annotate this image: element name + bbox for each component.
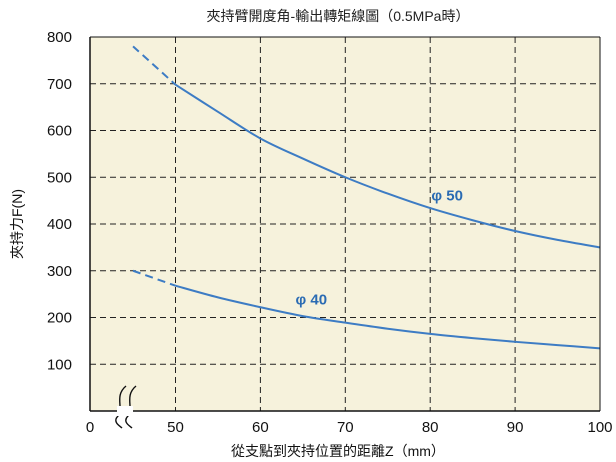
series-line-dashed xyxy=(132,45,177,86)
axis-layer xyxy=(89,36,601,429)
y-tick-label: 400 xyxy=(47,216,72,233)
x-tick-label: 0 xyxy=(86,419,94,436)
x-tick-label: 100 xyxy=(587,419,612,436)
series-label: φ 50 xyxy=(431,188,463,205)
x-tick-label: 70 xyxy=(337,419,354,436)
x-tick-label: 90 xyxy=(507,419,524,436)
y-tick-label: 100 xyxy=(47,356,72,373)
series-layer xyxy=(132,45,601,350)
chart-title: 夾持臂開度角-輸出轉矩線圖（0.5MPa時） xyxy=(207,8,470,24)
x-tick-label: 60 xyxy=(252,419,269,436)
x-axis-title: 從支點到夾持位置的距離Z（mm） xyxy=(231,443,445,459)
series-line xyxy=(175,284,601,350)
y-tick-label: 700 xyxy=(47,76,72,93)
x-tick-label: 50 xyxy=(167,419,184,436)
y-axis-title: 夾持力F(N) xyxy=(9,189,25,259)
series-label: φ 40 xyxy=(296,291,328,308)
series-line-dashed xyxy=(132,269,176,287)
x-tick-label: 80 xyxy=(422,419,439,436)
y-tick-label: 300 xyxy=(47,263,72,280)
y-tick-label: 200 xyxy=(47,310,72,327)
y-tick-label: 500 xyxy=(47,169,72,186)
labels-layer: 0 50 60 70 80 90 100 100 200 300 400 500 600 700 800 φ … xyxy=(47,29,613,436)
series-line xyxy=(174,83,601,249)
y-tick-label: 800 xyxy=(47,29,72,46)
y-tick-label: 600 xyxy=(47,123,72,140)
axis-break-gap xyxy=(117,406,133,416)
